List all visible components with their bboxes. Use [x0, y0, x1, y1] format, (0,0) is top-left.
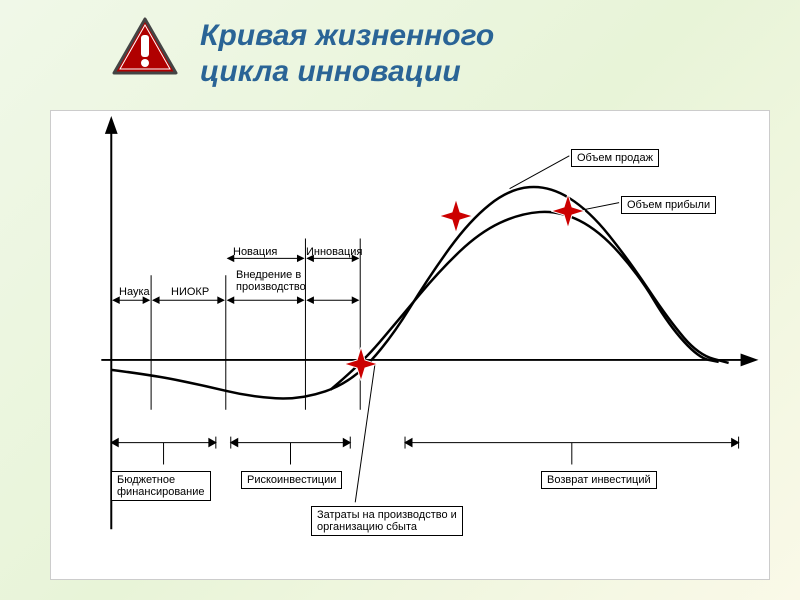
- diagram-label: Внедрение впроизводство: [236, 269, 306, 293]
- diagram-label: Инновация: [306, 246, 362, 258]
- diagram-label-box: Объем продаж: [571, 149, 659, 167]
- diagram-label-box: Объем прибыли: [621, 196, 716, 214]
- lifecycle-diagram: Объем продаж Объем прибыли Бюджетноефинанс…: [50, 110, 770, 580]
- diagram-label: НИОКР: [171, 286, 209, 298]
- diagram-label: Наука: [119, 286, 150, 298]
- warning-icon: [110, 15, 180, 80]
- title-line1: Кривая жизненного: [200, 19, 494, 52]
- page-title: Кривая жизненногоцикла инновации: [200, 18, 700, 90]
- diagram-label-box: Возврат инвестиций: [541, 471, 657, 489]
- diagram-label-box: Рискоинвестиции: [241, 471, 342, 489]
- title-line2: цикла инновации: [200, 55, 461, 88]
- diagram-label-box: Затраты на производство иорганизацию сбы…: [311, 506, 463, 536]
- diagram-label-box: Бюджетноефинансирование: [111, 471, 211, 501]
- diagram-label: Новация: [233, 246, 277, 258]
